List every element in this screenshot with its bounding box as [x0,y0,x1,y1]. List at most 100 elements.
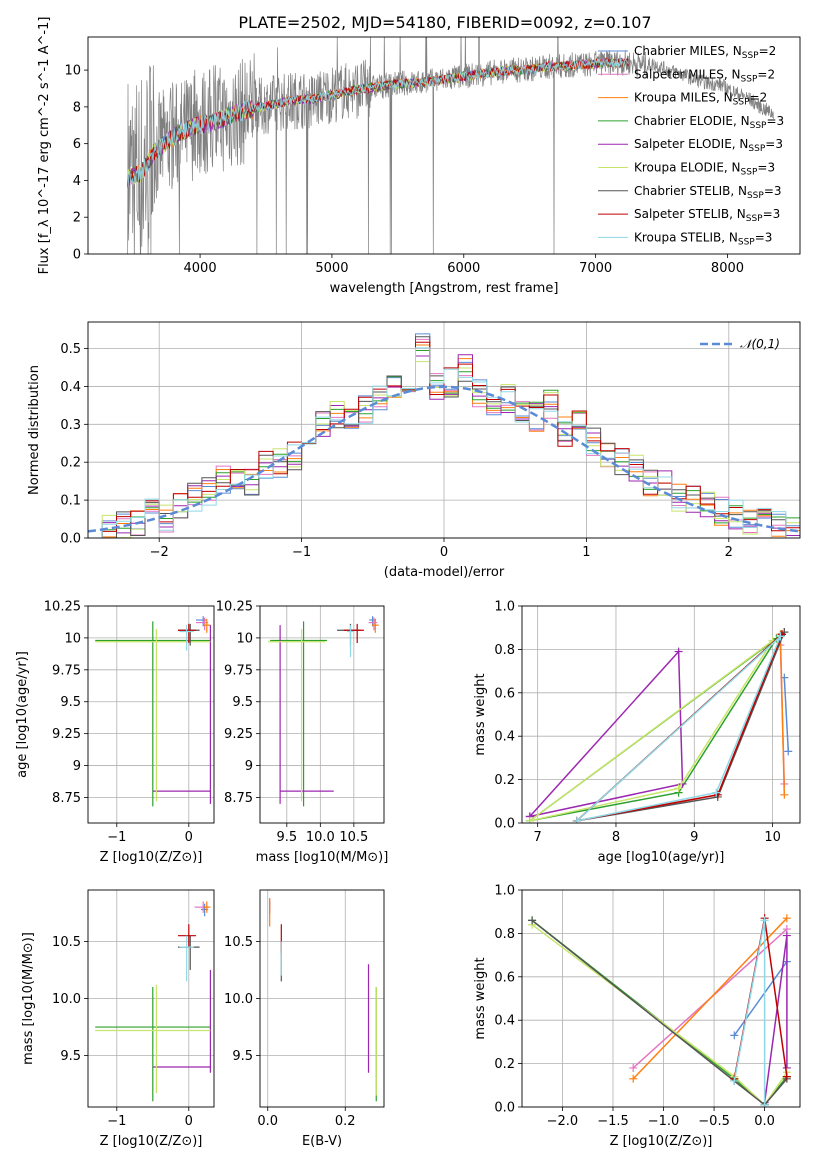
x-tick-label: −1.0 [648,1114,680,1129]
y-tick-label: 10 [236,631,253,646]
y-tick-label: 8.75 [224,791,253,806]
panel-weight-vs-Z: −2.0 −1.5 −1.0 −0.5 0.0 0.0 0.2 0.4 0.6 0.8 1.0 Z [… [473,884,801,1149]
data-point [203,618,211,633]
y-tick-label: 0 [73,248,81,263]
plot-area [269,897,377,1102]
axes-frame [87,605,215,824]
y-tick-label: 2 [73,211,81,226]
axes-frame [521,605,801,824]
plot-area [268,616,379,807]
legend-entry: Chabrier ELODIE, NSSP=3 [634,114,784,131]
y-tick-label: 1.0 [494,600,515,615]
plot-area [528,914,791,1107]
x-axis-label: (data-model)/error [384,565,505,580]
normal-reference-curve [88,385,800,533]
x-tick-label: 2 [725,545,733,560]
histogram-step [88,336,800,538]
x-axis-label: Z [log10(Z/Z⊙)] [100,1134,203,1149]
y-tick-label: 9.25 [52,727,81,742]
y-tick-label: 8 [73,100,81,115]
y-axis-label: mass weight [473,957,488,1039]
x-tick-label: 7 [534,830,542,845]
legend-entry: Salpeter ELODIE, NSSP=3 [634,137,783,154]
data-point [279,625,334,804]
x-tick-label: 9 [690,830,698,845]
weight-line [632,917,788,1080]
weight-line [733,920,766,1105]
data-point [347,625,354,658]
x-axis-label: Z [log10(Z/Z⊙)] [100,850,203,865]
panel-residuals: −2 −1 0 1 2 0.0 0.1 0.2 0.3 0.4 0.5 (data-model)/er… [27,321,801,580]
x-tick-label: −2 [150,545,169,560]
axes-frame [87,36,801,255]
y-tick-label: 10.5 [224,935,253,950]
axes-frame [259,605,385,824]
y-tick-label: 0.8 [494,927,515,942]
weight-marker [572,816,581,823]
axes-frame [87,889,215,1108]
axes-frame [521,889,801,1108]
y-tick-label: 9.5 [232,1049,253,1064]
legend-entry: 𝒩(0,1) [740,337,780,351]
x-tick-label: −1.5 [597,1114,629,1129]
y-tick-label: 0.2 [494,1057,515,1072]
plot-area [95,616,211,807]
weight-marker [760,916,769,925]
weight-marker [674,647,683,656]
y-tick-label: 0.4 [60,380,81,395]
y-axis-label: age [log10(age/yr)] [15,651,30,778]
panel-age-vs-Z: −1 0 8.75 9 9.25 9.5 9.75 10 10.25 Z [log10(Z/Z⊙)… [15,600,215,865]
panel-mass-vs-ebv: 0.0 0.2 9.5 10.0 10.5 E(B-V) [224,889,385,1149]
weight-line [779,634,786,795]
y-tick-label: 0.5 [60,342,81,357]
x-tick-label: 7000 [579,261,612,276]
weight-marker [525,816,534,823]
data-point [95,987,211,1102]
y-tick-label: 0.1 [60,494,81,509]
panel-age-vs-mass: 9.5 10.0 10.5 8.75 9 9.25 9.5 9.75 10 10.25 mass [… [216,600,389,866]
legend-entry: Kroupa ELODIE, NSSP=3 [634,161,775,178]
y-axis-label: Normed distribution [27,365,42,495]
y-tick-label: 10 [64,64,81,79]
legend-entry: Salpeter MILES, NSSP=2 [634,67,775,84]
x-tick-label: 0.0 [754,1114,775,1129]
y-axis-label: mass [log10(M/M⊙)] [21,932,36,1065]
weight-marker [784,747,793,756]
y-tick-label: 9 [73,759,81,774]
y-tick-label: 10.0 [224,992,253,1007]
y-axis-label: Flux [f_λ 10^-17 erg cm^-2 s^-1 A^-1] [37,17,52,275]
weight-marker [730,1031,739,1040]
y-tick-label: 8.75 [52,791,81,806]
weight-marker [712,788,721,797]
y-tick-label: 10.0 [52,992,81,1007]
legend-entry: Salpeter STELIB, NSSP=3 [634,207,780,224]
x-tick-label: 0.2 [335,1114,356,1129]
x-tick-label: −2.0 [547,1114,579,1129]
x-axis-label: age [log10(age/yr)] [598,850,725,865]
x-tick-label: −0.5 [698,1114,730,1129]
y-tick-label: 0.6 [494,970,515,985]
y-tick-label: 0.3 [60,418,81,433]
panel-weight-vs-age: 7 8 9 10 0.0 0.2 0.4 0.6 0.8 1.0 age [log10(age/yr… [473,600,801,865]
x-tick-label: 0.0 [257,1114,278,1129]
weight-marker [528,916,537,925]
weight-marker [629,1074,638,1083]
x-tick-label: −1 [107,1114,126,1129]
x-tick-label: 0 [440,545,448,560]
data-point [203,901,211,913]
y-tick-label: 4 [73,174,81,189]
weight-line [529,649,684,818]
data-point [179,625,194,651]
plot-area [127,37,774,254]
data-point [179,935,194,982]
data-point [152,625,211,804]
y-tick-label: 6 [73,137,81,152]
weight-marker [782,914,791,923]
data-point [343,623,364,644]
weight-marker [780,790,789,799]
panel-mass-vs-Z: −1 0 9.5 10.0 10.5 Z [log10(Z/Z⊙)] mass [log10… [21,889,215,1149]
weight-marker [760,1100,769,1107]
weight-line [531,919,788,1106]
y-tick-label: 1.0 [494,884,515,899]
